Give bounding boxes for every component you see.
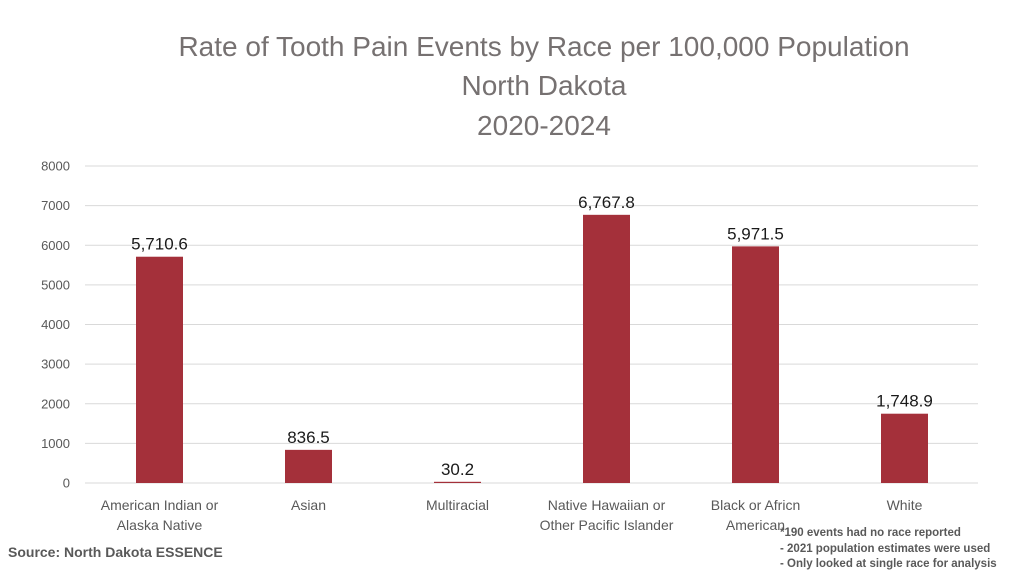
bar xyxy=(881,413,928,483)
bar xyxy=(136,256,183,483)
chart-title: Rate of Tooth Pain Events by Race per 10… xyxy=(178,31,910,62)
data-label: 30.2 xyxy=(441,460,474,479)
x-tick-label: Black or Africn xyxy=(711,497,800,513)
footnotes: *190 events had no race reported - 2021 … xyxy=(780,526,997,573)
x-tick-label: Other Pacific Islander xyxy=(540,517,674,533)
x-tick-label: American Indian or xyxy=(101,497,219,513)
data-label: 836.5 xyxy=(287,428,330,447)
bar xyxy=(732,246,779,483)
y-tick-label: 4000 xyxy=(41,317,70,332)
source-note: Source: North Dakota ESSENCE xyxy=(8,544,223,560)
footnote: - Only looked at single race for analysi… xyxy=(780,558,997,570)
y-tick-label: 2000 xyxy=(41,396,70,411)
x-tick-label: Asian xyxy=(291,497,326,513)
y-tick-label: 7000 xyxy=(41,198,70,213)
y-tick-label: 3000 xyxy=(41,357,70,372)
y-tick-label: 5000 xyxy=(41,277,70,292)
bar xyxy=(583,214,630,483)
chart-subtitle-state: North Dakota xyxy=(461,70,627,101)
x-tick-label: American xyxy=(726,517,785,533)
x-tick-label: Native Hawaiian or xyxy=(548,497,666,513)
x-tick-label: White xyxy=(887,497,923,513)
bar xyxy=(285,449,332,483)
chart-subtitle-years: 2020-2024 xyxy=(477,110,611,141)
y-tick-label: 6000 xyxy=(41,238,70,253)
data-label: 6,767.8 xyxy=(578,193,635,212)
y-tick-label: 1000 xyxy=(41,436,70,451)
data-label: 5,710.6 xyxy=(131,235,188,254)
x-tick-label: Multiracial xyxy=(426,497,489,513)
data-label: 1,748.9 xyxy=(876,392,933,411)
x-tick-label: Alaska Native xyxy=(117,517,203,533)
data-label: 5,971.5 xyxy=(727,224,784,243)
y-tick-label: 0 xyxy=(63,476,70,491)
footnote: *190 events had no race reported xyxy=(780,527,961,539)
y-tick-label: 8000 xyxy=(41,159,70,174)
footnote: - 2021 population estimates were used xyxy=(780,542,991,555)
bar xyxy=(434,481,481,483)
